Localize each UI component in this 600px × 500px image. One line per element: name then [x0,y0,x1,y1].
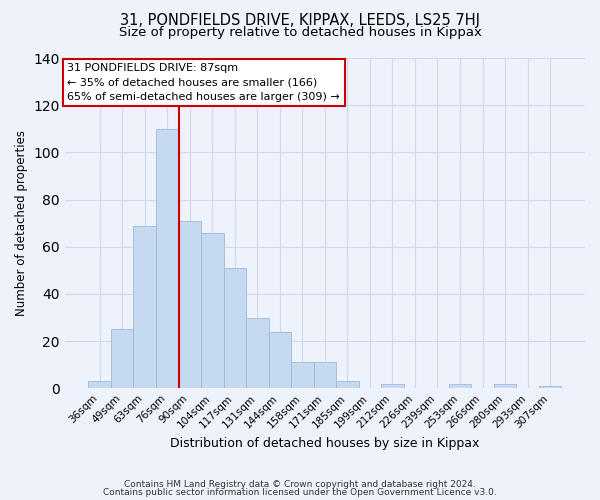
Bar [246,318,269,388]
Bar [179,221,201,388]
Text: Size of property relative to detached houses in Kippax: Size of property relative to detached ho… [119,26,481,39]
X-axis label: Distribution of detached houses by size in Kippax: Distribution of detached houses by size … [170,437,479,450]
Y-axis label: Number of detached properties: Number of detached properties [15,130,28,316]
Bar [291,362,314,388]
Bar [156,129,179,388]
Text: 31 PONDFIELDS DRIVE: 87sqm
← 35% of detached houses are smaller (166)
65% of sem: 31 PONDFIELDS DRIVE: 87sqm ← 35% of deta… [67,63,340,102]
Bar [314,362,336,388]
Bar [539,386,562,388]
Bar [133,226,156,388]
Bar [381,384,404,388]
Text: 31, PONDFIELDS DRIVE, KIPPAX, LEEDS, LS25 7HJ: 31, PONDFIELDS DRIVE, KIPPAX, LEEDS, LS2… [120,12,480,28]
Bar [269,332,291,388]
Bar [201,232,224,388]
Bar [88,382,111,388]
Bar [449,384,471,388]
Text: Contains public sector information licensed under the Open Government Licence v3: Contains public sector information licen… [103,488,497,497]
Bar [494,384,517,388]
Bar [111,330,133,388]
Bar [224,268,246,388]
Text: Contains HM Land Registry data © Crown copyright and database right 2024.: Contains HM Land Registry data © Crown c… [124,480,476,489]
Bar [336,382,359,388]
